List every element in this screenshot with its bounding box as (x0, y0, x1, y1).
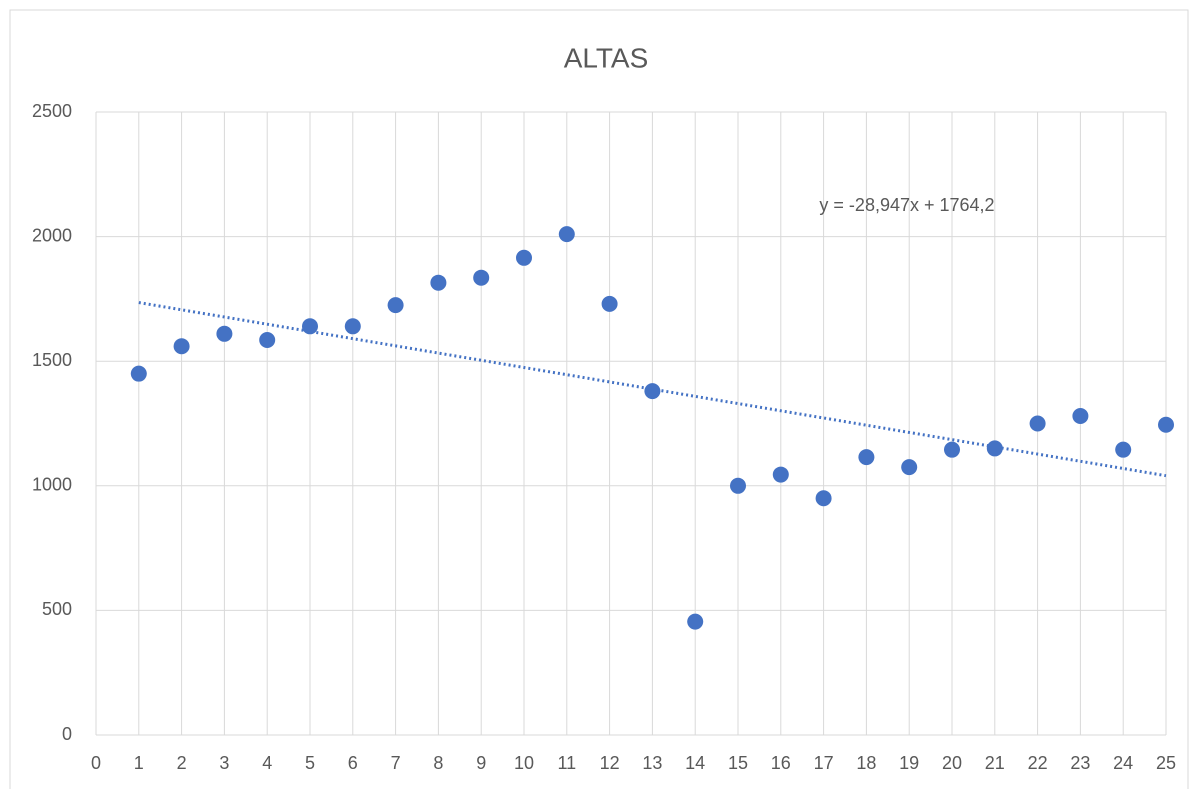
data-point (601, 295, 618, 312)
x-tick-label: 18 (856, 753, 876, 773)
x-tick-label: 17 (814, 753, 834, 773)
y-tick-label: 1000 (32, 475, 72, 495)
x-tick-label: 16 (771, 753, 791, 773)
x-tick-label: 12 (600, 753, 620, 773)
x-tick-label: 20 (942, 753, 962, 773)
data-point (644, 383, 661, 400)
data-point (986, 440, 1003, 457)
data-point (772, 466, 789, 483)
data-point (430, 274, 447, 291)
x-tick-label: 7 (391, 753, 401, 773)
data-point (858, 449, 875, 466)
data-point (130, 365, 147, 382)
data-point (173, 338, 190, 355)
data-point (216, 325, 233, 342)
y-tick-label: 500 (42, 599, 72, 619)
y-tick-label: 2500 (32, 101, 72, 121)
data-point (730, 477, 746, 494)
data-point (473, 269, 490, 286)
data-point (558, 226, 575, 243)
data-point (344, 318, 361, 335)
x-tick-label: 23 (1070, 753, 1090, 773)
data-point (387, 297, 404, 314)
data-point (1072, 408, 1089, 425)
x-tick-label: 1 (134, 753, 144, 773)
data-point (815, 490, 832, 507)
x-tick-label: 10 (514, 753, 534, 773)
y-tick-label: 0 (62, 724, 72, 744)
data-point (1029, 415, 1046, 432)
data-point (944, 441, 960, 458)
x-tick-label: 3 (219, 753, 229, 773)
data-point (687, 613, 704, 630)
chart-border (9, 9, 1189, 789)
chart-title: ALTAS (564, 42, 649, 73)
data-point (1115, 441, 1132, 458)
x-tick-label: 2 (177, 753, 187, 773)
y-tick-label: 1500 (32, 350, 72, 370)
x-tick-label: 14 (685, 753, 705, 773)
x-tick-label: 21 (985, 753, 1005, 773)
x-tick-label: 24 (1113, 753, 1133, 773)
x-tick-label: 22 (1028, 753, 1048, 773)
x-tick-label: 6 (348, 753, 358, 773)
x-tick-label: 13 (642, 753, 662, 773)
y-tick-label: 2000 (32, 225, 72, 245)
data-point (901, 459, 918, 476)
x-tick-label: 8 (433, 753, 443, 773)
x-tick-label: 11 (557, 753, 576, 773)
x-tick-label: 4 (262, 753, 272, 773)
data-point (1158, 416, 1174, 433)
x-tick-label: 5 (305, 753, 315, 773)
data-point (259, 332, 276, 349)
x-tick-label: 9 (476, 753, 486, 773)
trendline-equation: y = -28,947x + 1764,2 (819, 195, 994, 215)
x-tick-label: 0 (91, 753, 101, 773)
x-tick-label: 15 (728, 753, 748, 773)
x-tick-label: 25 (1156, 753, 1176, 773)
x-tick-label: 19 (899, 753, 919, 773)
data-point (516, 249, 532, 266)
data-point (302, 318, 318, 335)
